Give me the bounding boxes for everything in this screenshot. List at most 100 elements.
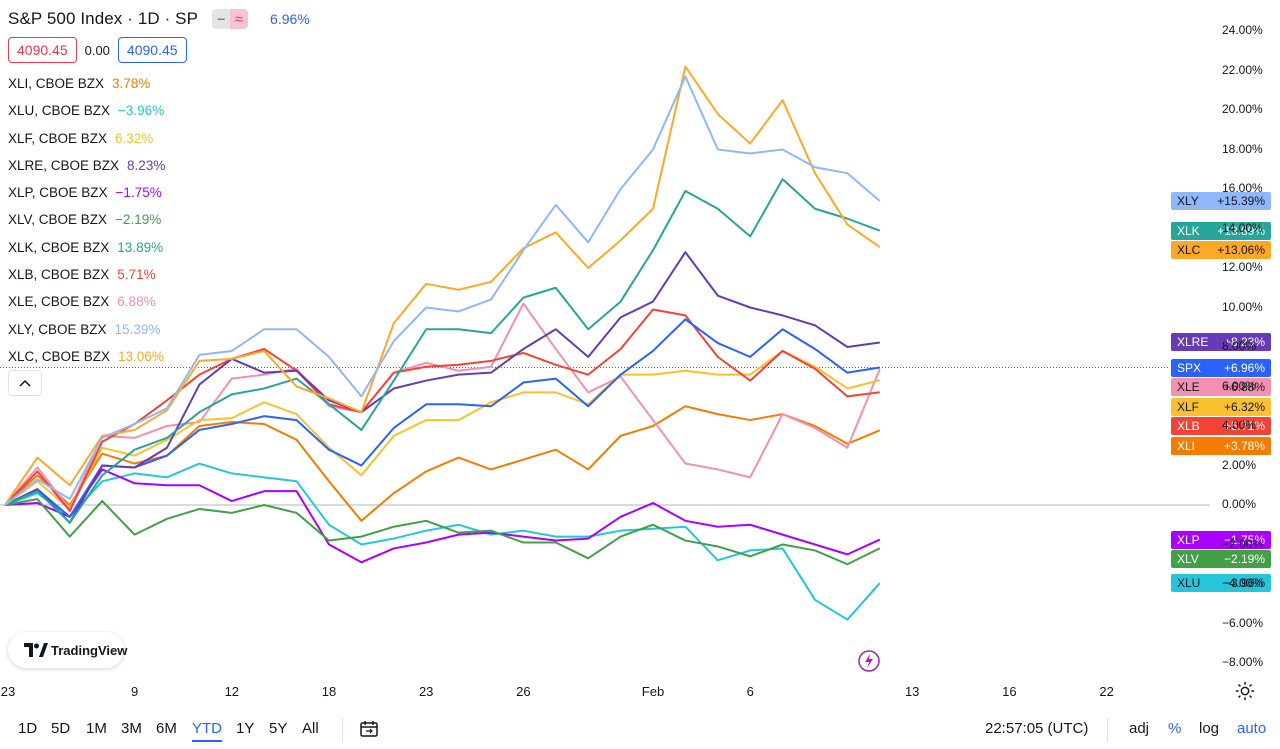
legend-item-name: XLY, CBOE BZX [8, 321, 107, 337]
y-tick-label: 24.00% [1222, 23, 1263, 37]
series-line-xlb[interactable] [4, 308, 880, 512]
series-line-spx[interactable] [4, 318, 880, 518]
symbol-title[interactable]: S&P 500 Index · 1D · SP [8, 9, 199, 28]
legend-item-value: 6.32% [115, 130, 154, 146]
adj-toggle[interactable]: adj [1129, 720, 1150, 737]
legend-item[interactable]: XLI, CBOE BZX 3.78% [8, 70, 165, 97]
badge-value: +8.23% [1223, 335, 1265, 350]
legend-item[interactable]: XLF, CBOE BZX 6.32% [8, 125, 165, 152]
x-tick-label: 16 [1002, 684, 1017, 699]
price-box-right: 4090.45 [117, 37, 187, 63]
series-line-xlk[interactable] [4, 178, 881, 524]
calendar-range-icon[interactable] [359, 719, 379, 739]
timeframe-1y[interactable]: 1Y [236, 720, 255, 737]
series-line-xli[interactable] [4, 405, 881, 522]
y-tick-label: −2.00% [1222, 536, 1264, 551]
badge-value: +15.39% [1217, 194, 1265, 209]
x-tick-label: Feb [641, 684, 665, 699]
series-line-xlv[interactable] [4, 498, 881, 566]
price-badge-xlc[interactable]: XLC +13.06% [1171, 241, 1271, 260]
legend-item[interactable]: XLK, CBOE BZX 13.89% [8, 234, 165, 261]
badge-value: −1.75% [1223, 532, 1265, 547]
legend-item-value: −1.75% [115, 185, 162, 201]
timeframe-1d[interactable]: 1D [18, 720, 38, 737]
y-tick-label: 2.00% [1222, 457, 1257, 472]
badge-value: +6.88% [1223, 380, 1265, 395]
legend-item-value: 13.89% [117, 239, 164, 255]
legend-item[interactable]: XLB, CBOE BZX 5.71% [8, 261, 165, 288]
badge-symbol: XLE [1177, 380, 1200, 395]
y-tick-label: 12.00% [1222, 260, 1263, 274]
price-badge-xlu[interactable]: XLU −3.96% [1171, 574, 1271, 593]
chevron-up-icon[interactable] [8, 370, 42, 396]
y-tick-label: 18.00% [1222, 141, 1263, 156]
timeframe-3m[interactable]: 3M [121, 720, 142, 737]
price-badge-xli[interactable]: XLI +3.78% [1171, 436, 1271, 455]
legend-item[interactable]: XLC, CBOE BZX 13.06% [8, 343, 165, 370]
badge-symbol: XLF [1177, 399, 1200, 414]
legend-item-name: XLV, CBOE BZX [8, 212, 108, 228]
percent-toggle[interactable]: % [1168, 720, 1182, 737]
legend-item[interactable]: XLY, CBOE BZX 15.39% [8, 316, 165, 343]
timeframe-6m[interactable]: 6M [156, 720, 177, 737]
clock-time[interactable]: 22:57:05 (UTC) [985, 720, 1089, 737]
series-line-xlp[interactable] [4, 468, 881, 564]
timeframe-5y[interactable]: 5Y [269, 720, 288, 737]
log-toggle[interactable]: log [1199, 720, 1220, 737]
price-badge-xlp[interactable]: XLP −1.75% [1171, 530, 1271, 549]
gear-icon[interactable] [1234, 680, 1256, 702]
timeframe-1m[interactable]: 1M [86, 720, 107, 737]
minus-icon[interactable]: − [212, 9, 231, 29]
legend-item-value: 6.88% [117, 294, 156, 310]
auto-toggle[interactable]: auto [1237, 720, 1267, 737]
badge-value: +6.96% [1223, 360, 1265, 375]
legend-item[interactable]: XLE, CBOE BZX 6.88% [8, 288, 165, 315]
x-tick-label: 12 [224, 684, 240, 699]
x-tick-label: 9 [130, 684, 139, 699]
series-line-xlre[interactable] [4, 251, 880, 524]
legend-item[interactable]: XLRE, CBOE BZX 8.23% [8, 152, 165, 179]
badge-symbol: XLV [1177, 552, 1199, 567]
toggle-group[interactable]: − ≈ [212, 9, 249, 29]
legend-item-name: XLE, CBOE BZX [8, 294, 110, 310]
y-tick-label: 22.00% [1222, 62, 1263, 77]
legend-item-value: 15.39% [114, 321, 161, 337]
y-tick-label: 0.00% [1222, 497, 1257, 511]
approx-icon[interactable]: ≈ [230, 9, 249, 29]
series-line-xlu[interactable] [4, 462, 881, 621]
price-badge-spx[interactable]: SPX +6.96% [1171, 358, 1271, 377]
timeframe-5d[interactable]: 5D [51, 720, 71, 737]
price-badge-xlv[interactable]: XLV −2.19% [1171, 550, 1271, 569]
price-badge-xlb[interactable]: XLB +5.71% [1171, 417, 1271, 436]
y-tick-label: 10.00% [1222, 299, 1263, 314]
series-line-xly[interactable] [4, 75, 881, 506]
lightning-icon[interactable] [857, 649, 881, 673]
y-tick-label: 14.00% [1222, 220, 1263, 235]
y-tick-label: 16.00% [1222, 181, 1263, 195]
price-badge-xlf[interactable]: XLF +6.32% [1171, 397, 1271, 416]
price-badge-xle[interactable]: XLE +6.88% [1171, 378, 1271, 397]
price-badge-xlre[interactable]: XLRE +8.23% [1171, 333, 1271, 352]
legend-item-name: XLP, CBOE BZX [8, 185, 108, 201]
x-tick-label: 18 [321, 684, 337, 699]
price-badge-xly[interactable]: XLY +15.39% [1171, 192, 1271, 211]
badge-symbol: SPX [1177, 360, 1202, 375]
legend: XLI, CBOE BZX 3.78% XLU, CBOE BZX −3.96% XLF… [8, 70, 165, 370]
tradingview-logo[interactable]: TradingView [8, 632, 127, 668]
timeframe-ytd[interactable]: YTD [192, 720, 222, 742]
badge-symbol: XLRE [1177, 335, 1209, 350]
legend-item[interactable]: XLV, CBOE BZX −2.19% [8, 206, 165, 233]
badge-symbol: XLI [1177, 438, 1196, 453]
series-line-xlf[interactable] [4, 349, 881, 510]
legend-item-value: 13.06% [118, 348, 164, 364]
chart-area[interactable] [0, 0, 1280, 712]
legend-item-name: XLF, CBOE BZX [8, 130, 108, 146]
legend-item[interactable]: XLP, CBOE BZX −1.75% [8, 179, 165, 206]
series-line-xlc[interactable] [4, 65, 881, 506]
legend-item[interactable]: XLU, CBOE BZX −3.96% [8, 97, 165, 124]
y-tick-label: −8.00% [1222, 655, 1264, 669]
timeframe-all[interactable]: All [302, 720, 319, 737]
price-badge-xlk[interactable]: XLK +13.89% [1171, 221, 1271, 240]
y-tick-label: 20.00% [1222, 102, 1263, 116]
ohlc-row: 4090.45 0.00 4090.45 [8, 37, 187, 63]
